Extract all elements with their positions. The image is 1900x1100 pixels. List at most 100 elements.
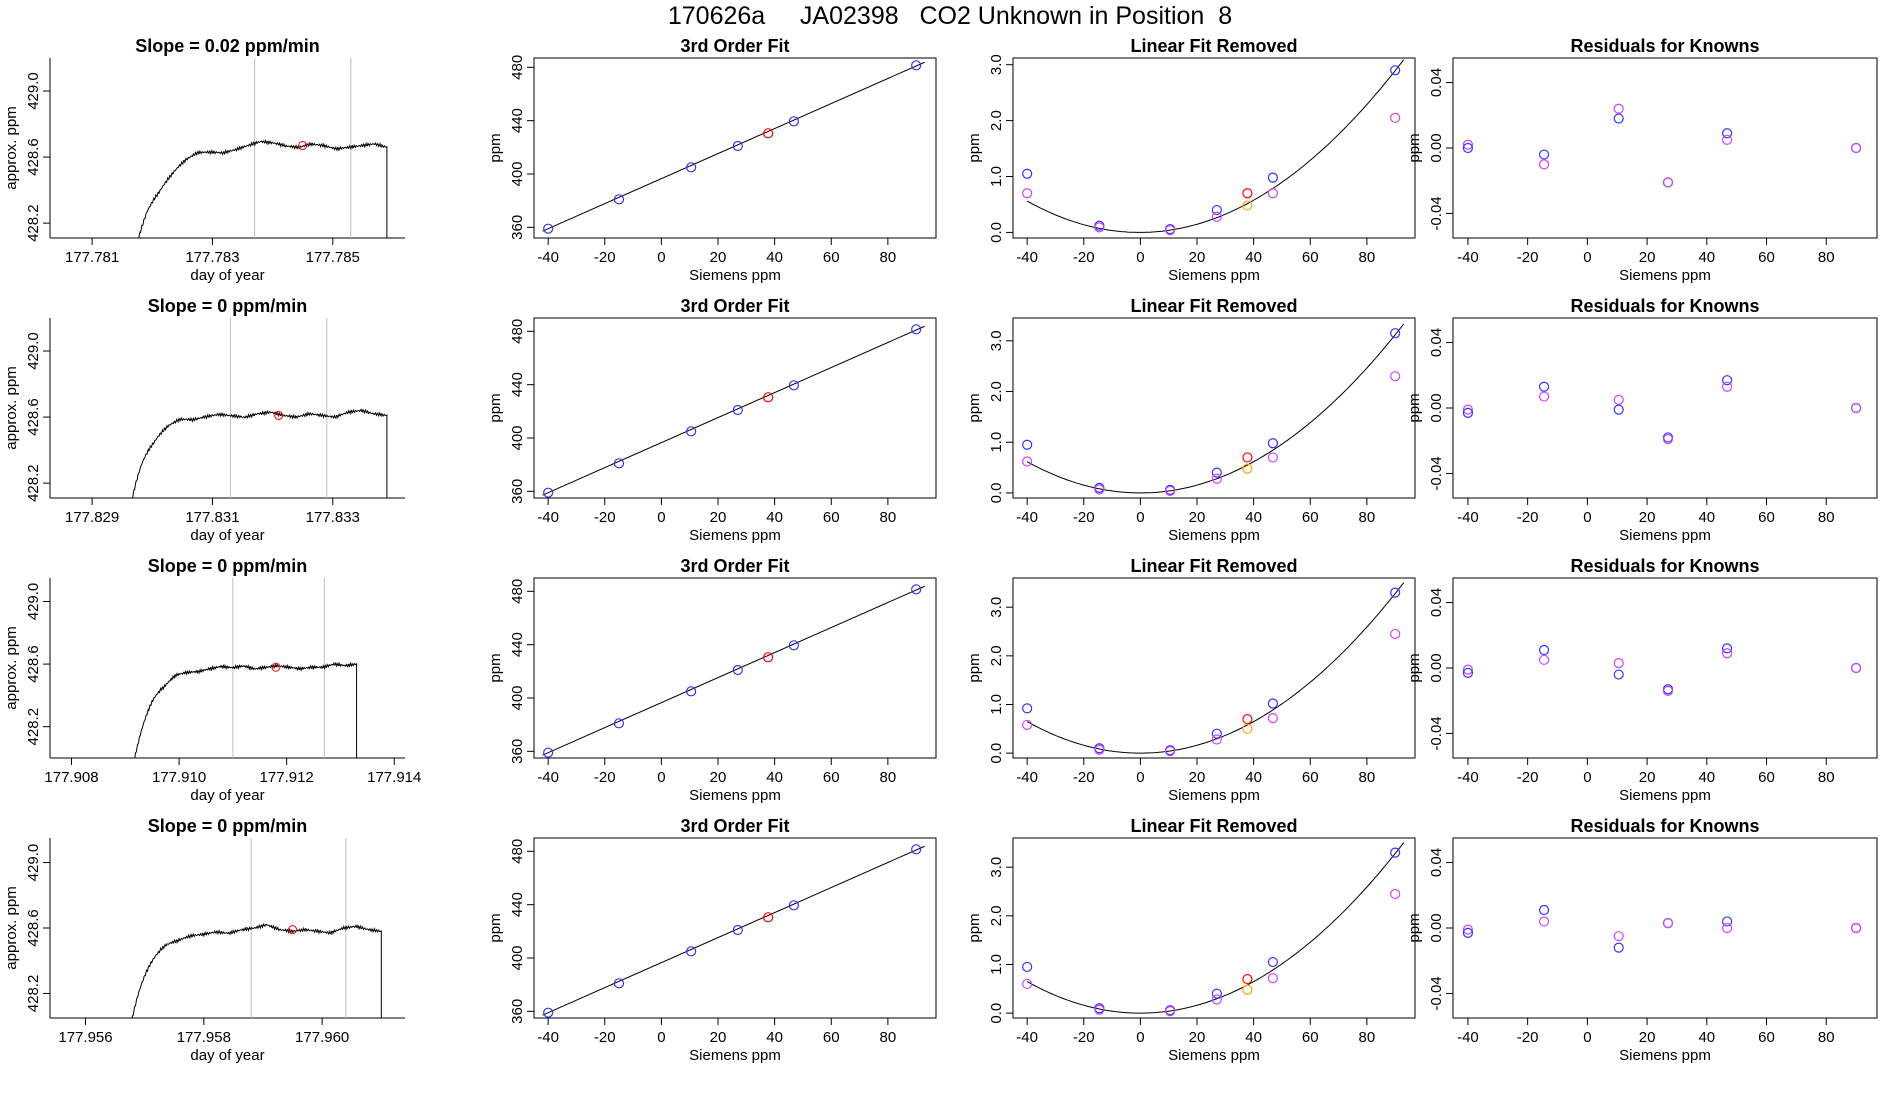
x-tick-label: -20 bbox=[1073, 769, 1095, 786]
x-tick-label: 80 bbox=[880, 509, 897, 526]
y-tick-label: 360 bbox=[509, 479, 526, 504]
x-tick-label: 20 bbox=[1189, 509, 1206, 526]
y-tick-label: 0.00 bbox=[1428, 653, 1445, 682]
plot-area bbox=[1462, 643, 1862, 697]
x-tick-label: 80 bbox=[880, 249, 897, 266]
data-point-unknown bbox=[1242, 973, 1253, 985]
page-title: 170626a JA02398 CO2 Unknown in Position … bbox=[667, 2, 1233, 30]
x-tick-label: 177.781 bbox=[65, 249, 119, 266]
x-tick-label: 40 bbox=[766, 249, 783, 266]
data-point-known bbox=[613, 194, 625, 205]
x-tick-label: 60 bbox=[1758, 1029, 1775, 1046]
y-tick-label: 0.0 bbox=[988, 743, 1005, 764]
y-tick-label: -0.04 bbox=[1428, 456, 1445, 490]
x-tick-label: 60 bbox=[823, 769, 840, 786]
data-point-unknown bbox=[763, 392, 774, 403]
data-point-second bbox=[1267, 713, 1278, 724]
x-axis-label: Siemens ppm bbox=[1168, 267, 1260, 284]
y-tick-label: 3.0 bbox=[988, 857, 1005, 878]
x-tick-label: 80 bbox=[880, 769, 897, 786]
data-point-second bbox=[1722, 648, 1733, 659]
fit-curve bbox=[1026, 59, 1405, 233]
plot-area bbox=[1462, 103, 1862, 188]
x-tick-label: -20 bbox=[1517, 1029, 1539, 1046]
data-point-known bbox=[788, 640, 799, 651]
data-point-known bbox=[1022, 439, 1033, 450]
y-axis-label: ppm bbox=[487, 913, 504, 942]
y-tick-label: 440 bbox=[509, 372, 526, 397]
data-point-second bbox=[1613, 103, 1624, 114]
data-point-second bbox=[1211, 473, 1222, 484]
y-tick-label: 428.2 bbox=[25, 204, 42, 242]
panel-0-0: Slope = 0.02 ppm/min 177.781 177.783 177.78… bbox=[3, 36, 405, 284]
x-tick-label: 40 bbox=[1698, 249, 1715, 266]
x-tick-label: 80 bbox=[1818, 1029, 1835, 1046]
y-tick-label: 0.0 bbox=[988, 222, 1005, 243]
x-tick-label: 40 bbox=[766, 769, 783, 786]
data-trace bbox=[134, 661, 358, 758]
unknown-marker bbox=[271, 662, 281, 672]
panel-2-3: Residuals for Knowns -40 -20 0 20 40 60 80 -0.04… bbox=[1406, 556, 1878, 804]
x-tick-label: 0 bbox=[657, 249, 665, 266]
plot-area bbox=[1022, 59, 1405, 236]
x-axis-label: Siemens ppm bbox=[689, 787, 781, 804]
x-tick-label: 40 bbox=[1245, 769, 1262, 786]
y-tick-label: 428.6 bbox=[25, 909, 42, 947]
y-tick-label: 0.00 bbox=[1428, 393, 1445, 422]
plot-area bbox=[542, 844, 925, 1018]
data-point-orange bbox=[1242, 984, 1253, 995]
data-point-second bbox=[1267, 188, 1278, 199]
y-tick-label: 440 bbox=[509, 632, 526, 657]
panel-title: Residuals for Knowns bbox=[1570, 296, 1759, 316]
y-tick-label: 428.2 bbox=[25, 708, 42, 746]
x-tick-label: 0 bbox=[1136, 769, 1144, 786]
y-tick-label: 480 bbox=[509, 579, 526, 604]
data-point-known bbox=[1538, 149, 1550, 160]
data-point-second bbox=[1850, 662, 1862, 674]
data-point-known bbox=[1538, 644, 1550, 656]
plot-area bbox=[542, 324, 925, 498]
y-tick-label: 2.0 bbox=[988, 645, 1005, 666]
data-point-unknown bbox=[763, 652, 774, 663]
y-tick-label: 400 bbox=[509, 685, 526, 710]
y-axis-label: ppm bbox=[966, 393, 983, 422]
y-tick-label: 428.6 bbox=[25, 645, 42, 683]
x-tick-label: 20 bbox=[1189, 249, 1206, 266]
data-trace bbox=[132, 408, 388, 498]
data-point-known bbox=[613, 458, 625, 469]
unknown-marker bbox=[288, 925, 298, 935]
data-point-known bbox=[1462, 927, 1474, 939]
x-tick-label: -40 bbox=[1016, 249, 1038, 266]
data-point-known bbox=[1022, 961, 1033, 973]
data-point-known bbox=[732, 924, 743, 936]
x-tick-label: 177.956 bbox=[58, 1029, 112, 1046]
y-tick-label: -0.04 bbox=[1428, 976, 1445, 1010]
y-axis-label: ppm bbox=[487, 393, 504, 422]
x-tick-label: 0 bbox=[657, 1029, 665, 1046]
y-tick-label: 400 bbox=[509, 945, 526, 970]
y-tick-label: 0.00 bbox=[1428, 913, 1445, 942]
data-point-second bbox=[1211, 734, 1222, 745]
panel-title: 3rd Order Fit bbox=[680, 556, 789, 576]
x-tick-label: 177.912 bbox=[260, 769, 314, 786]
data-point-known bbox=[686, 686, 697, 697]
panel-3-0: Slope = 0 ppm/min 177.956 177.958 177.960 42… bbox=[3, 816, 405, 1064]
x-tick-label: 20 bbox=[710, 249, 727, 266]
data-point-known bbox=[613, 978, 625, 989]
plot-frame bbox=[533, 57, 937, 239]
data-point-known bbox=[686, 162, 697, 173]
x-tick-label: 80 bbox=[1818, 769, 1835, 786]
y-tick-label: 0.0 bbox=[988, 1003, 1005, 1024]
x-tick-label: 0 bbox=[1136, 249, 1144, 266]
data-point-second bbox=[1613, 657, 1624, 669]
x-tick-label: 40 bbox=[1698, 769, 1715, 786]
data-point-known bbox=[1722, 916, 1733, 927]
data-point-known bbox=[1267, 172, 1278, 183]
data-point-second bbox=[1662, 177, 1674, 188]
panel-1-2: Linear Fit Removed -40 -20 0 20 40 60 80 0.0 1.0 2… bbox=[966, 296, 1416, 544]
x-tick-label: 40 bbox=[1245, 249, 1262, 266]
x-axis-label: Siemens ppm bbox=[1168, 1047, 1260, 1064]
data-point-second bbox=[1462, 664, 1474, 675]
x-tick-label: 0 bbox=[1583, 249, 1591, 266]
data-point-known bbox=[911, 844, 922, 855]
